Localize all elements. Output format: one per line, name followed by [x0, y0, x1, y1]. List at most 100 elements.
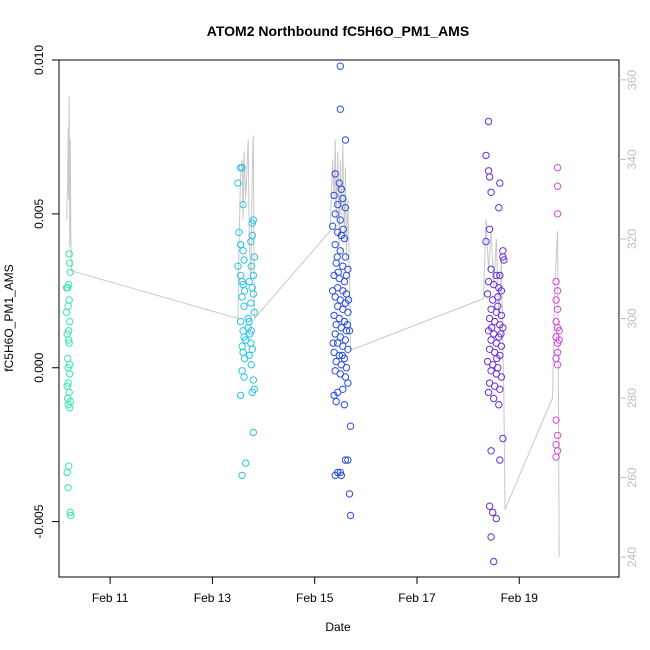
data-point [236, 391, 245, 400]
data-point [497, 311, 506, 320]
data-point [499, 434, 507, 443]
y2-tick-label: 300 [625, 308, 639, 328]
data-point [346, 511, 355, 520]
data-point [331, 170, 339, 178]
right-axis-line-layer [66, 95, 560, 558]
data-point [344, 456, 352, 464]
data-point [497, 330, 505, 338]
data-point [65, 327, 73, 335]
data-point [552, 453, 560, 461]
data-point [239, 247, 247, 255]
data-point [66, 508, 75, 517]
data-point [337, 471, 345, 480]
data-point [339, 225, 347, 234]
y2-tick-label: 360 [625, 70, 639, 90]
data-point [340, 234, 349, 243]
data-point [336, 247, 344, 255]
data-point [331, 240, 339, 249]
data-point [492, 271, 500, 280]
data-point [485, 173, 494, 181]
data-point [247, 299, 255, 307]
data-point [64, 302, 72, 310]
axes-layer: Feb 11 Feb 13 Feb 15 Feb 17 Feb 19 -0.005 0.00… [32, 45, 639, 605]
data-point [65, 250, 73, 258]
y-tick-label: 0.000 [32, 352, 46, 382]
data-point [341, 373, 350, 381]
data-point [250, 253, 259, 261]
data-point [235, 228, 243, 237]
data-point [344, 296, 353, 304]
data-point [487, 447, 495, 455]
chart-title: ATOM2 Northbound fC5H6O_PM1_AMS [207, 23, 469, 39]
data-point [497, 287, 506, 295]
y2-tick-label: 260 [625, 467, 639, 487]
data-point [238, 293, 246, 301]
data-point [496, 385, 504, 393]
data-point [242, 459, 250, 467]
data-point [493, 354, 501, 363]
data-point [64, 284, 72, 292]
data-point [66, 361, 74, 369]
data-point [64, 484, 72, 492]
data-point [249, 216, 258, 224]
data-point [66, 259, 74, 267]
data-point [555, 327, 563, 335]
data-point [65, 280, 73, 289]
data-point [552, 296, 560, 304]
y-axis-label: fC5H6O_PM1_AMS [2, 264, 16, 371]
data-point [247, 262, 256, 270]
data-point [492, 514, 500, 523]
data-point [239, 200, 247, 209]
data-point [328, 222, 337, 230]
data-point [339, 194, 347, 203]
data-point [333, 253, 341, 261]
data-point [240, 373, 248, 381]
data-point [487, 265, 495, 273]
data-point [249, 376, 258, 384]
data-point [328, 287, 337, 295]
data-point [238, 277, 246, 286]
data-point [553, 210, 562, 218]
data-point [496, 456, 504, 464]
x-tick-label: Feb 13 [194, 591, 232, 605]
data-point [341, 253, 350, 261]
data-point [250, 308, 259, 316]
data-point [343, 321, 352, 329]
data-point [334, 268, 342, 276]
data-point [238, 164, 246, 172]
data-point [497, 342, 506, 350]
data-point [247, 327, 256, 335]
data-point [337, 185, 345, 194]
data-point [329, 339, 337, 347]
data-point [336, 105, 344, 113]
data-point [553, 305, 562, 313]
right-axis-line [66, 95, 560, 558]
data-point [488, 324, 496, 332]
x-tick-label: Feb 15 [296, 591, 334, 605]
x-tick-label: Feb 19 [501, 591, 539, 605]
data-point [238, 471, 246, 480]
data-point [65, 339, 73, 347]
data-point [336, 62, 344, 70]
x-axis-label: Date [325, 620, 351, 634]
y2-tick-label: 320 [625, 229, 639, 249]
data-point [336, 216, 344, 224]
data-point [497, 373, 506, 381]
data-point [487, 533, 495, 541]
data-point [65, 336, 73, 344]
data-point [66, 397, 75, 406]
data-point [249, 290, 258, 298]
data-point [490, 394, 498, 403]
data-point [346, 422, 355, 430]
data-point [482, 151, 490, 160]
data-point [248, 345, 257, 353]
data-point [234, 262, 242, 270]
x-tick-label: Feb 11 [92, 591, 129, 605]
data-point [500, 256, 508, 264]
scatter-points-layer [62, 62, 563, 566]
data-point [496, 179, 504, 187]
y2-tick-label: 340 [625, 149, 639, 169]
data-point [240, 256, 248, 264]
data-point [341, 336, 350, 344]
y2-tick-label: 280 [625, 388, 639, 408]
